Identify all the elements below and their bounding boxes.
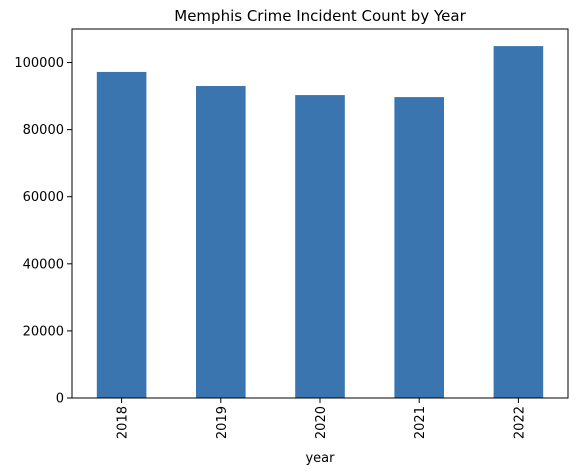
y-tick-label-80000: 80000 [23,123,64,138]
x-tick-label-2022: 2022 [512,406,527,439]
y-tick-label-0: 0 [56,392,64,407]
bar-2022 [494,46,544,398]
y-tick-label-100000: 100000 [14,56,64,71]
bar-2020 [295,95,345,398]
bar-2021 [394,97,444,398]
x-tick-label-2020: 2020 [314,406,329,439]
bars-layer [97,46,543,398]
bar-2018 [97,72,147,398]
x-tick-label-2021: 2021 [413,406,428,439]
y-tick-label-40000: 40000 [23,257,64,272]
x-tick-label-2019: 2019 [215,406,230,439]
x-tick-label-2018: 2018 [116,406,131,439]
chart-title: Memphis Crime Incident Count by Year [174,7,466,25]
y-tick-label-20000: 20000 [23,324,64,339]
x-axis-label: year [305,451,335,466]
y-tick-label-60000: 60000 [23,190,64,205]
bar-2019 [196,86,246,398]
